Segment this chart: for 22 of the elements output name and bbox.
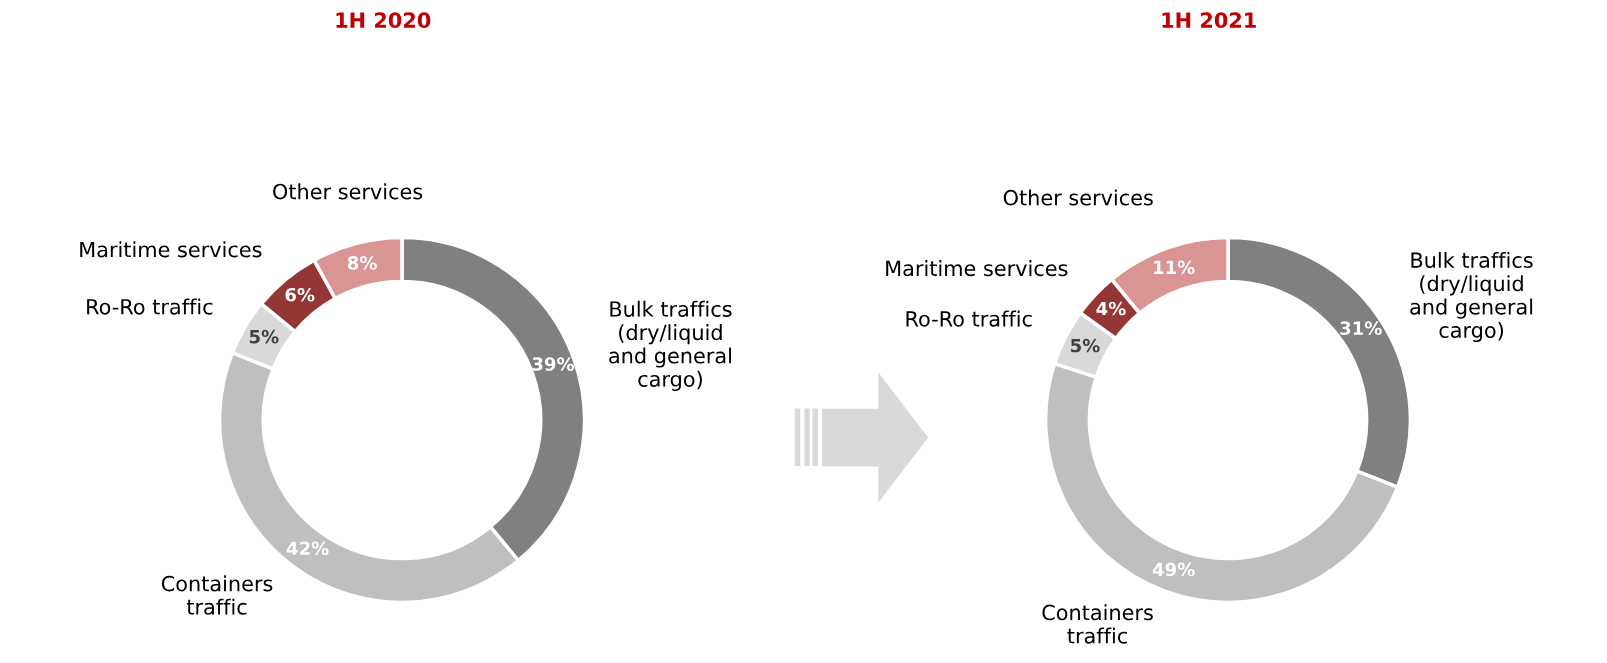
data-label: 6% xyxy=(285,287,315,302)
data-label: 49% xyxy=(1152,562,1195,577)
slice-label: Maritime services xyxy=(886,260,1068,277)
slice-label: Ro-Ro traffic xyxy=(906,310,1032,327)
data-label: 31% xyxy=(1340,321,1382,336)
chart-title: 1H 2021 xyxy=(1162,12,1256,29)
slice-label: Bulk traffics (dry/liquid and general cargo) xyxy=(609,300,732,391)
slice-label: Ro-Ro traffic xyxy=(87,298,213,315)
data-label: 5% xyxy=(1071,338,1100,353)
slice-label: Other services xyxy=(1003,189,1153,206)
data-label: 11% xyxy=(1154,260,1195,275)
chart-title: 1H 2020 xyxy=(336,12,431,29)
data-label: 5% xyxy=(249,329,279,344)
slice-label: Containers traffic xyxy=(1042,604,1153,644)
data-label: 4% xyxy=(1096,301,1126,316)
data-label: 39% xyxy=(532,357,575,371)
data-label: 8% xyxy=(347,256,377,270)
data-label: 42% xyxy=(286,541,329,556)
slice-label: Maritime services xyxy=(80,241,262,258)
slice-label: Bulk traffics (dry/liquid and general cargo) xyxy=(1410,251,1533,343)
slice-label: Other services xyxy=(273,183,423,200)
slice-label: Containers traffic xyxy=(161,575,273,615)
